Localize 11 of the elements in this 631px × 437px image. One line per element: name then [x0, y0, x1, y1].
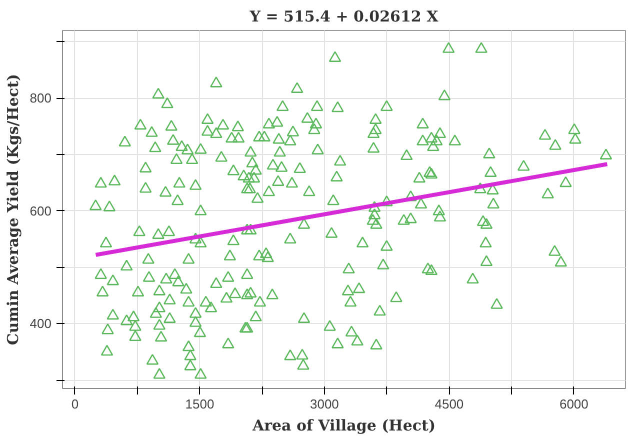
y-axis-title: Cumin Average Yield (Kgs/Hect): [4, 74, 22, 346]
y-tick-label: 400: [30, 316, 52, 332]
x-tick-label: 1500: [185, 396, 214, 412]
chart-title: Y = 515.4 + 0.02612 X: [248, 8, 439, 26]
x-tick-label: 4500: [434, 396, 464, 412]
x-tick-label: 6000: [559, 396, 588, 412]
y-tick-label: 800: [30, 90, 52, 106]
x-axis-title: Area of Village (Hect): [251, 416, 436, 434]
x-tick-label: 0: [71, 396, 79, 412]
y-tick-label: 600: [30, 203, 52, 218]
x-tick-label: 3000: [310, 396, 339, 412]
